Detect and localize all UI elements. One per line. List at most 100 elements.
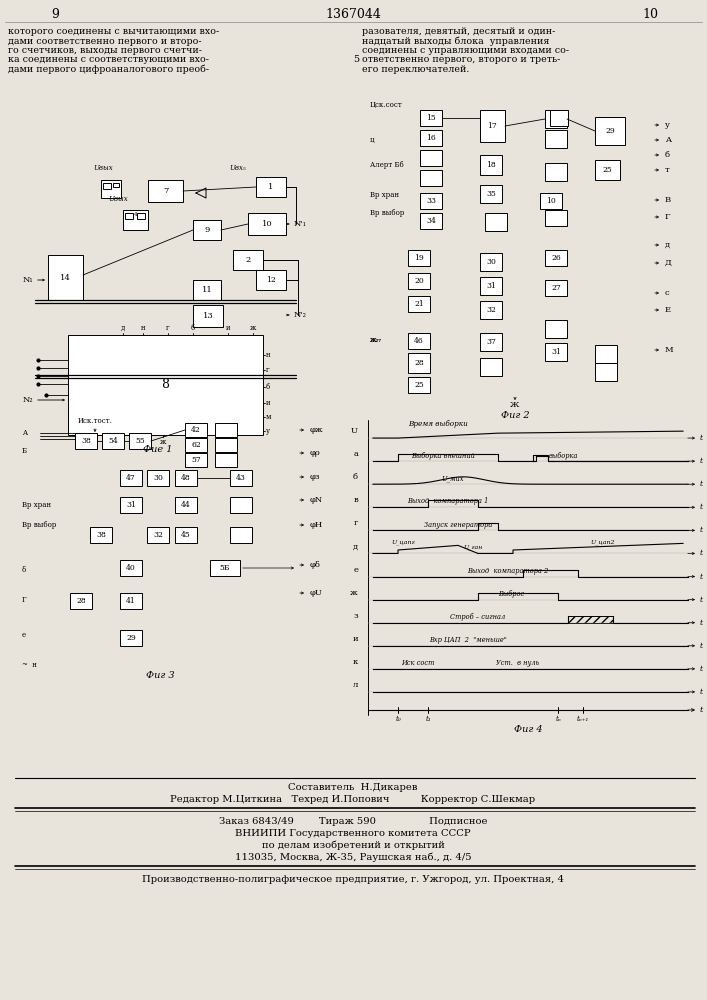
Bar <box>185 423 207 437</box>
Text: t: t <box>700 549 703 557</box>
Text: надцатый выходы блока  управления: надцатый выходы блока управления <box>362 36 549 46</box>
Text: и: и <box>352 635 358 643</box>
Text: е: е <box>353 566 358 574</box>
Text: Выход  компаратора 2: Выход компаратора 2 <box>467 567 549 575</box>
Text: Заказ 6843/49        Тираж 590                 Подписное: Заказ 6843/49 Тираж 590 Подписное <box>218 816 487 826</box>
Text: г: г <box>166 324 170 332</box>
Text: φρ: φρ <box>310 449 321 457</box>
Bar <box>545 130 567 148</box>
Text: 28: 28 <box>76 597 86 605</box>
Text: Г: Г <box>665 213 670 221</box>
Text: 10: 10 <box>642 7 658 20</box>
Text: Фиг 3: Фиг 3 <box>146 670 175 680</box>
Text: Вр выбор: Вр выбор <box>370 209 404 217</box>
Bar <box>68 335 263 435</box>
Text: Вр выбор: Вр выбор <box>22 521 57 529</box>
Text: 7: 7 <box>163 187 168 195</box>
Text: 11: 11 <box>201 286 212 294</box>
Text: 37: 37 <box>486 338 496 346</box>
Text: Выброс: Выброс <box>498 590 525 598</box>
Bar <box>420 150 442 166</box>
Text: a: a <box>353 450 358 458</box>
Text: 2: 2 <box>245 256 250 264</box>
Text: б: б <box>353 473 358 481</box>
Text: 54: 54 <box>108 437 118 445</box>
Text: н: н <box>141 324 146 332</box>
Text: φз: φз <box>310 473 320 481</box>
Bar <box>420 130 442 146</box>
Bar <box>120 470 142 486</box>
Text: у: у <box>266 427 270 435</box>
Text: tₙ₊₁: tₙ₊₁ <box>577 715 589 723</box>
Text: Составитель  Н.Дикарев: Составитель Н.Дикарев <box>288 784 418 792</box>
Text: 35: 35 <box>486 190 496 198</box>
Text: 28: 28 <box>414 359 424 367</box>
Bar <box>595 160 620 180</box>
Text: ж₂₇: ж₂₇ <box>370 336 382 344</box>
Text: 31: 31 <box>551 348 561 356</box>
Text: г: г <box>354 519 358 527</box>
Bar <box>545 210 567 226</box>
Text: 25: 25 <box>602 166 612 174</box>
Bar <box>193 280 221 300</box>
Text: 30: 30 <box>486 258 496 266</box>
Text: 57: 57 <box>191 456 201 464</box>
Text: 44: 44 <box>181 501 191 509</box>
Text: 9: 9 <box>204 226 210 234</box>
Bar <box>545 163 567 181</box>
Text: Вхр ЦАП  2  "меньше": Вхр ЦАП 2 "меньше" <box>429 636 507 644</box>
Text: Цск.сост: Цск.сост <box>370 101 403 109</box>
Text: в: в <box>354 496 358 504</box>
Text: выборка: выборка <box>548 452 578 460</box>
Bar <box>193 305 223 327</box>
Text: 31: 31 <box>486 282 496 290</box>
Text: 12: 12 <box>266 276 276 284</box>
Text: Иск.тост.: Иск.тост. <box>78 417 112 425</box>
Text: дами соответственно первого и второ-: дами соответственно первого и второ- <box>8 36 201 45</box>
Text: Выход  компаратора 1: Выход компаратора 1 <box>407 497 489 505</box>
Bar <box>480 253 502 271</box>
Text: tₙ: tₙ <box>555 715 561 723</box>
Text: Г: Г <box>22 596 27 604</box>
Bar <box>147 527 169 543</box>
Text: 29: 29 <box>126 634 136 642</box>
Text: φж: φж <box>310 426 324 434</box>
Bar <box>233 250 263 270</box>
Text: B: B <box>665 196 671 204</box>
Bar <box>408 377 430 393</box>
Text: φδ: φδ <box>310 561 321 569</box>
Text: A: A <box>22 429 27 437</box>
Text: 21: 21 <box>414 300 424 308</box>
Bar <box>408 273 430 289</box>
Text: 32: 32 <box>486 306 496 314</box>
Bar <box>75 433 97 449</box>
Text: е: е <box>22 631 26 639</box>
Text: ВНИИПИ Государственного комитета СССР: ВНИИПИ Государственного комитета СССР <box>235 828 471 838</box>
Bar <box>595 117 625 145</box>
Text: N'₂: N'₂ <box>294 311 307 319</box>
Bar <box>175 470 197 486</box>
Bar <box>103 183 111 189</box>
Text: 31: 31 <box>126 501 136 509</box>
Text: Uвх₅: Uвх₅ <box>230 164 246 172</box>
Text: t: t <box>700 573 703 581</box>
Bar <box>480 277 502 295</box>
Bar <box>210 560 240 576</box>
Text: 19: 19 <box>414 254 424 262</box>
Text: Время выборки: Время выборки <box>408 420 468 428</box>
Text: ж: ж <box>160 438 166 446</box>
Bar <box>480 301 502 319</box>
Bar <box>120 593 142 609</box>
Text: Б: Б <box>22 447 27 455</box>
Bar <box>215 453 237 467</box>
Text: которого соединены с вычитающими вхо-: которого соединены с вычитающими вхо- <box>8 27 219 36</box>
Bar <box>120 560 142 576</box>
Bar <box>215 423 237 437</box>
Text: Д: Д <box>665 259 672 267</box>
Text: φN: φN <box>310 496 323 504</box>
Text: Иск сост: Иск сост <box>402 659 435 667</box>
Bar <box>568 616 613 623</box>
Text: U_ган: U_ган <box>463 544 483 550</box>
Text: t₀: t₀ <box>395 715 401 723</box>
Text: Ж: Ж <box>510 401 520 409</box>
